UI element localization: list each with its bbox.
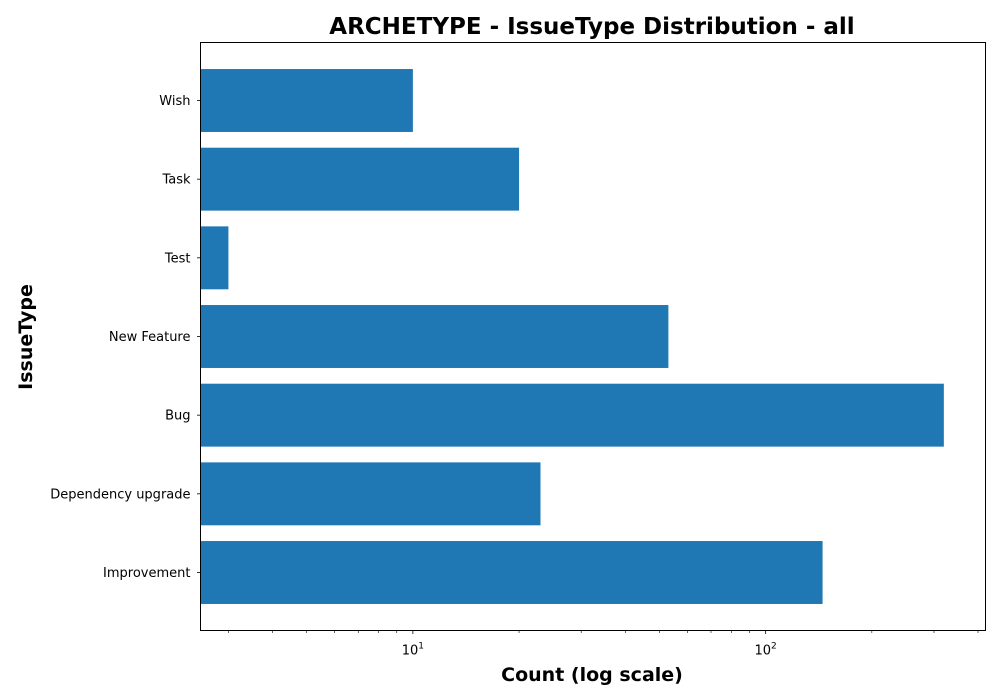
x-tick-label: 101 bbox=[402, 642, 424, 659]
y-axis-label: IssueType bbox=[15, 284, 37, 390]
y-tick-label: Wish bbox=[159, 94, 190, 109]
bar-bug bbox=[200, 383, 944, 447]
x-axis-label: Count (log scale) bbox=[501, 664, 683, 686]
plot-area-frame bbox=[200, 42, 986, 631]
y-tick-labels: Wish Task Test New Feature Bug Dependency upg… bbox=[50, 94, 201, 581]
y-tick-label: Improvement bbox=[103, 566, 190, 581]
x-tick-label: 102 bbox=[755, 642, 777, 659]
y-tick-label: New Feature bbox=[109, 330, 191, 345]
bar-test bbox=[200, 226, 229, 290]
bar-improvement bbox=[200, 541, 823, 604]
y-tick-label: Test bbox=[164, 251, 191, 266]
y-tick-label: Dependency upgrade bbox=[50, 487, 190, 502]
bar-task bbox=[200, 147, 520, 211]
bar-wish bbox=[200, 69, 413, 132]
y-tick-label: Task bbox=[161, 173, 191, 188]
bar-new-feature bbox=[200, 305, 669, 368]
y-tick-label: Bug bbox=[165, 409, 190, 424]
bar-dependency-upgrade bbox=[200, 462, 541, 526]
x-ticks: 101 102 bbox=[228, 630, 979, 659]
chart-title: ARCHETYPE - IssueType Distribution - all bbox=[329, 14, 854, 40]
bars-group bbox=[200, 69, 944, 604]
